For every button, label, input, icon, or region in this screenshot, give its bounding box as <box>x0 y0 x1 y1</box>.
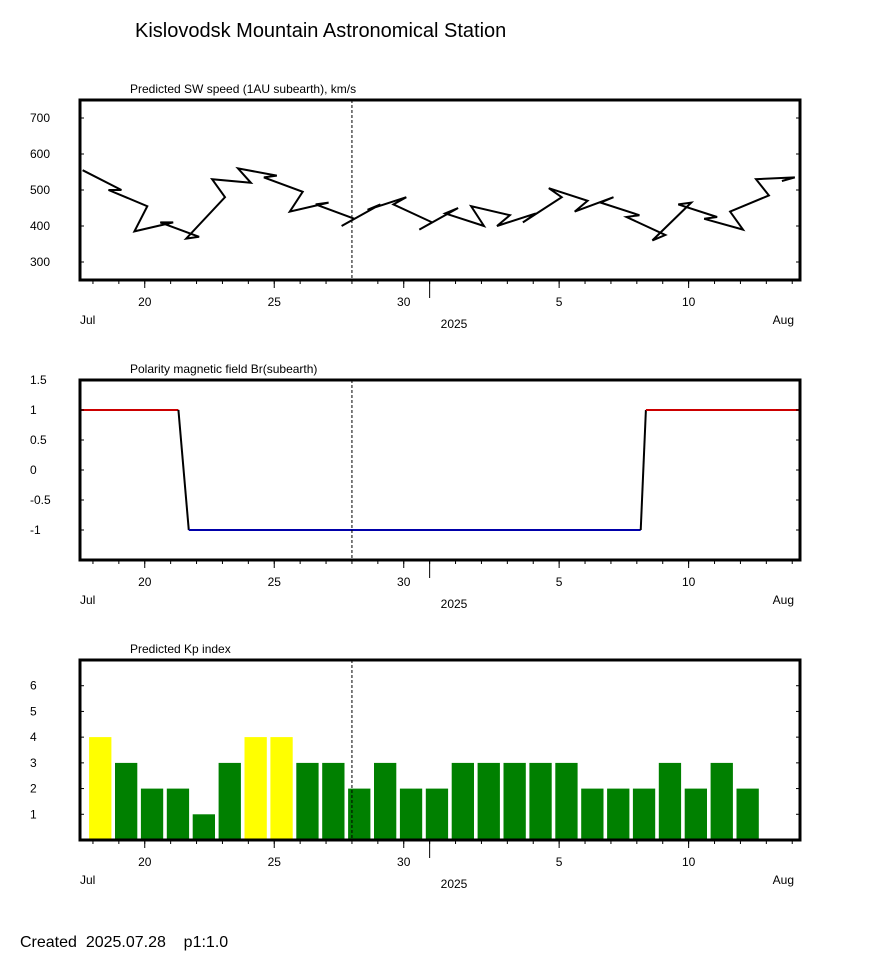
x-tick-label: 10 <box>682 575 696 589</box>
panel-frame <box>78 378 802 562</box>
year-label: 2025 <box>441 877 468 891</box>
page-title: Kislovodsk Mountain Astronomical Station <box>135 20 507 42</box>
kp-bar-2025-08-01 <box>451 762 474 840</box>
y-tick-label: 700 <box>30 111 50 125</box>
x-tick-label: 10 <box>682 855 696 869</box>
kp-bar-2025-08-03 <box>503 762 526 840</box>
kp-bar-2025-07-22 <box>192 814 215 840</box>
kp-bar-2025-07-21 <box>166 788 190 840</box>
polarity-transition <box>639 409 647 531</box>
y-tick-label: -0.5 <box>30 493 51 507</box>
kp-bar-2025-08-11 <box>710 762 733 840</box>
kp-bar-2025-07-29 <box>374 762 397 840</box>
y-tick-label: -1 <box>30 523 41 537</box>
kp-bar-2025-08-08 <box>632 788 656 840</box>
y-tick-label: 2 <box>30 782 37 796</box>
kp-bar-2025-07-30 <box>399 788 423 840</box>
sw-speed-line <box>82 166 796 242</box>
y-tick-label: 300 <box>30 255 50 269</box>
created-footer: Created 2025.07.28 p1:1.0 <box>20 934 229 951</box>
x-tick-label: 5 <box>556 855 563 869</box>
month-label: Jul <box>80 313 95 327</box>
y-tick-label: 5 <box>30 704 37 718</box>
kp-bar-2025-07-20 <box>140 788 164 840</box>
month-label: Aug <box>773 313 794 327</box>
x-tick-label: 5 <box>556 575 563 589</box>
y-tick-label: 400 <box>30 219 50 233</box>
panel-title: Predicted SW speed (1AU subearth), km/s <box>130 82 356 96</box>
x-tick-label: 10 <box>682 295 696 309</box>
month-label: Jul <box>80 593 95 607</box>
kp-bar-2025-08-09 <box>658 762 682 840</box>
y-tick-label: 6 <box>30 679 37 693</box>
kp-bar-2025-08-06 <box>581 788 604 840</box>
y-tick-label: 4 <box>30 730 37 744</box>
x-tick-label: 20 <box>138 855 152 869</box>
kp-bar-2025-07-27 <box>322 762 345 840</box>
y-tick-label: 1 <box>30 403 37 417</box>
month-label: Jul <box>80 873 95 887</box>
y-tick-label: 0 <box>30 463 37 477</box>
x-tick-label: 25 <box>268 295 282 309</box>
x-tick-label: 30 <box>397 855 411 869</box>
kp-bar-2025-07-25 <box>270 737 293 840</box>
y-tick-label: 600 <box>30 147 50 161</box>
kp-bar-2025-08-02 <box>477 762 500 840</box>
year-label: 2025 <box>441 317 468 331</box>
panel-title: Predicted Kp index <box>130 642 231 656</box>
month-label: Aug <box>773 593 794 607</box>
kp-bar-2025-07-18 <box>89 737 112 840</box>
kp-bar-2025-08-04 <box>529 762 552 840</box>
kp-bar-2025-07-23 <box>218 762 241 840</box>
kp-bar-2025-07-28 <box>348 788 371 840</box>
polarity-transition <box>177 409 190 531</box>
panel-frame <box>78 98 802 282</box>
month-label: Aug <box>773 873 794 887</box>
x-tick-label: 5 <box>556 295 563 309</box>
x-tick-label: 25 <box>268 855 282 869</box>
year-label: 2025 <box>441 597 468 611</box>
sw-speed-panel: Predicted SW speed (1AU subearth), km/s 3… <box>30 82 802 331</box>
panel-frame <box>78 658 802 842</box>
polarity-panel: Polarity magnetic field Br(subearth) 1.5 1… <box>30 362 802 611</box>
kp-bar-2025-07-19 <box>115 762 138 840</box>
kp-bar-2025-08-05 <box>555 762 578 840</box>
kp-bar-2025-08-10 <box>684 788 707 840</box>
y-tick-label: 3 <box>30 756 37 770</box>
x-tick-label: 30 <box>397 575 411 589</box>
y-tick-label: 500 <box>30 183 50 197</box>
x-tick-label: 30 <box>397 295 411 309</box>
y-tick-label: 1.5 <box>30 373 47 387</box>
y-tick-label: 0.5 <box>30 433 47 447</box>
x-tick-label: 25 <box>268 575 282 589</box>
x-tick-label: 20 <box>138 575 152 589</box>
x-tick-label: 20 <box>138 295 152 309</box>
y-tick-label: 1 <box>30 807 37 821</box>
kp-bar-2025-07-24 <box>244 737 267 840</box>
kp-bar-2025-08-12 <box>736 788 759 840</box>
kp-bar-2025-07-31 <box>425 788 449 840</box>
kp-bar-2025-08-07 <box>607 788 630 840</box>
kp-bar-2025-07-26 <box>296 762 319 840</box>
panel-title: Polarity magnetic field Br(subearth) <box>130 362 317 376</box>
